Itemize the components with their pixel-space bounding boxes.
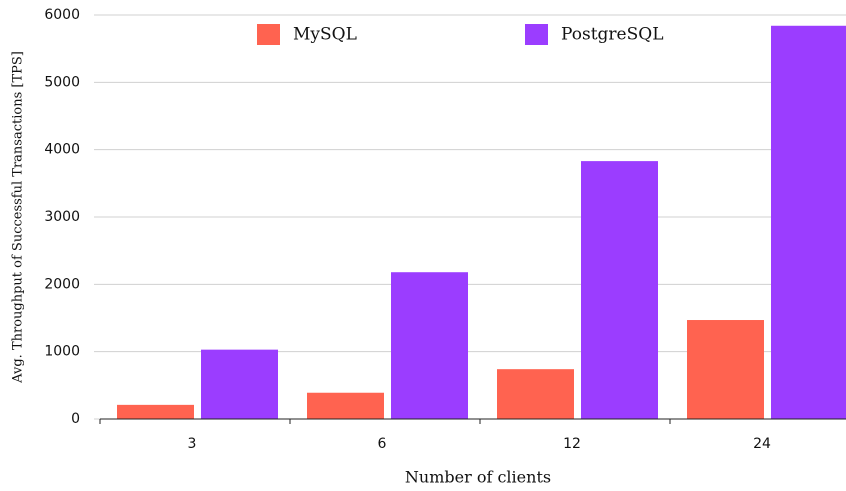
y-tick-label: 1000 [44,344,80,360]
bar [307,392,384,419]
legend-swatch [525,24,548,45]
bar [497,369,574,419]
bar [201,349,278,419]
x-tick-label: 12 [563,436,581,452]
x-axis-label: Number of clients [405,468,551,487]
legend-label: PostgreSQL [561,25,663,45]
x-tick-label: 24 [753,436,771,452]
y-tick-label: 2000 [44,276,80,292]
bar [771,25,846,419]
bar [581,161,658,419]
legend-label: MySQL [293,25,357,45]
y-tick-label: 6000 [44,7,80,23]
x-tick-label: 3 [188,436,197,452]
bar [117,404,194,419]
bar [687,320,764,419]
y-tick-label: 5000 [44,74,80,90]
bar [391,272,468,419]
y-axis-label: Avg. Throughput of Successful Transactio… [11,51,26,384]
legend-swatch [257,24,280,45]
y-tick-label: 3000 [44,209,80,225]
x-tick-label: 6 [378,436,387,452]
y-tick-label: 4000 [44,142,80,158]
y-tick-label: 0 [71,411,80,427]
